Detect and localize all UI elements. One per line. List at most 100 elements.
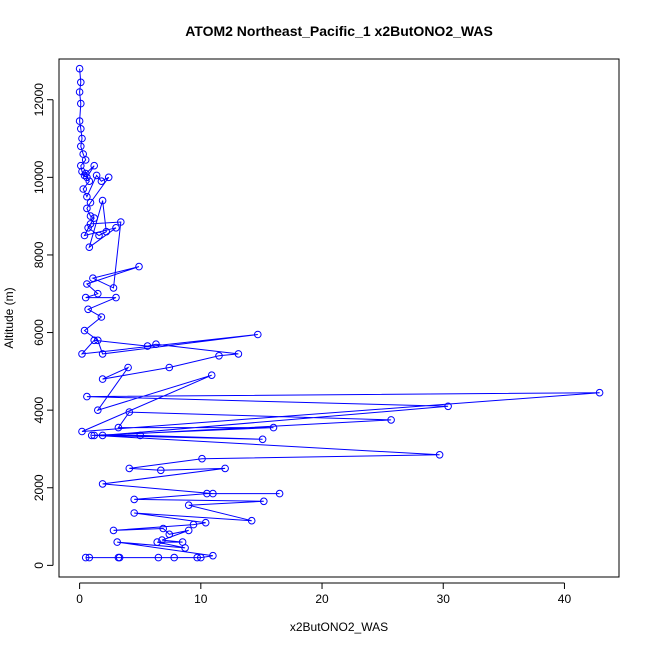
data-point <box>95 231 103 240</box>
data-point <box>135 262 143 271</box>
data-point <box>98 431 107 440</box>
x-axis-label: x2ButONO2_WAS <box>290 620 388 634</box>
data-point <box>136 431 144 440</box>
data-point <box>87 431 96 440</box>
data-point <box>81 293 90 302</box>
data-point <box>117 218 125 226</box>
y-tick-label: 2000 <box>32 474 46 501</box>
data-point <box>165 363 174 372</box>
y-tick-label: 8000 <box>32 241 46 268</box>
data-point <box>130 509 138 517</box>
y-tick-label: 12000 <box>32 83 46 117</box>
data-point <box>258 435 267 444</box>
data-point <box>109 284 118 292</box>
y-tick-label: 4000 <box>32 396 46 423</box>
plot-frame <box>58 58 620 578</box>
data-point <box>98 196 107 205</box>
data-point <box>90 336 98 345</box>
data-point <box>97 177 106 185</box>
data-point <box>78 427 86 436</box>
data-point <box>207 371 216 380</box>
data-point <box>85 553 94 562</box>
data-point <box>197 553 205 562</box>
y-tick-label: 6000 <box>32 319 46 346</box>
data-point <box>75 64 84 73</box>
data-point <box>234 350 243 358</box>
data-point <box>79 185 87 193</box>
data-point <box>86 220 95 228</box>
data-point <box>181 544 189 552</box>
data-point <box>90 161 98 170</box>
y-axis: 0 2000 4000 6000 8000 10000 12000 <box>32 83 54 569</box>
data-point <box>595 388 604 397</box>
data-point <box>81 156 90 164</box>
data-point <box>83 392 91 401</box>
data-point <box>80 231 89 240</box>
data-point <box>75 117 84 125</box>
data-point <box>94 406 102 415</box>
x-tick-label: 0 <box>76 592 83 606</box>
data-point <box>98 480 107 488</box>
x-tick-label: 40 <box>558 592 572 606</box>
data-point <box>84 305 92 314</box>
data-point <box>77 78 85 87</box>
data-point <box>75 88 84 96</box>
data-point <box>221 464 229 473</box>
data-point <box>193 553 201 562</box>
data-point <box>112 293 120 302</box>
x-axis: 0 10 20 30 40 <box>76 582 572 606</box>
data-point <box>387 416 395 424</box>
data-point <box>124 363 132 372</box>
data-point <box>94 336 102 345</box>
data-point <box>113 538 121 546</box>
data-point <box>153 538 161 546</box>
data-point <box>125 464 134 473</box>
data-point <box>170 553 178 562</box>
data-point <box>184 526 193 535</box>
data-point <box>165 530 174 539</box>
data-point <box>98 350 107 358</box>
data-point <box>104 173 113 182</box>
data-point <box>112 224 120 232</box>
data-point <box>90 214 98 222</box>
series-layer <box>75 64 604 562</box>
data-point <box>189 520 198 529</box>
data-point <box>85 243 94 251</box>
data-point <box>209 551 217 560</box>
data-point <box>97 313 106 321</box>
data-point <box>86 198 95 207</box>
data-point <box>77 161 85 170</box>
y-tick-label: 10000 <box>32 160 46 194</box>
chart-title: ATOM2 Northeast_Pacific_1 x2ButONO2_WAS <box>185 23 493 39</box>
data-point <box>114 553 123 562</box>
data-point <box>198 454 206 463</box>
data-point <box>78 167 86 176</box>
x-tick-label: 20 <box>315 592 329 606</box>
data-point <box>130 495 138 504</box>
data-point <box>143 342 152 350</box>
data-point <box>78 350 86 358</box>
data-point <box>83 173 91 182</box>
data-point <box>253 330 262 339</box>
data-point <box>83 280 91 288</box>
data-point <box>154 553 163 562</box>
data-point <box>203 489 211 498</box>
data-point <box>84 224 92 232</box>
data-point <box>159 524 167 533</box>
data-point <box>247 516 256 525</box>
data-point <box>184 501 193 510</box>
data-point <box>209 489 217 498</box>
series-line <box>79 68 600 559</box>
x-tick-label: 10 <box>194 592 208 606</box>
data-point <box>152 340 160 349</box>
data-point <box>78 134 86 143</box>
data-point <box>94 289 102 298</box>
data-point <box>158 536 166 544</box>
data-point <box>435 451 444 459</box>
data-point <box>77 99 85 108</box>
data-point <box>269 423 278 432</box>
data-point <box>81 553 90 562</box>
data-point <box>444 402 452 411</box>
data-point <box>83 204 91 213</box>
